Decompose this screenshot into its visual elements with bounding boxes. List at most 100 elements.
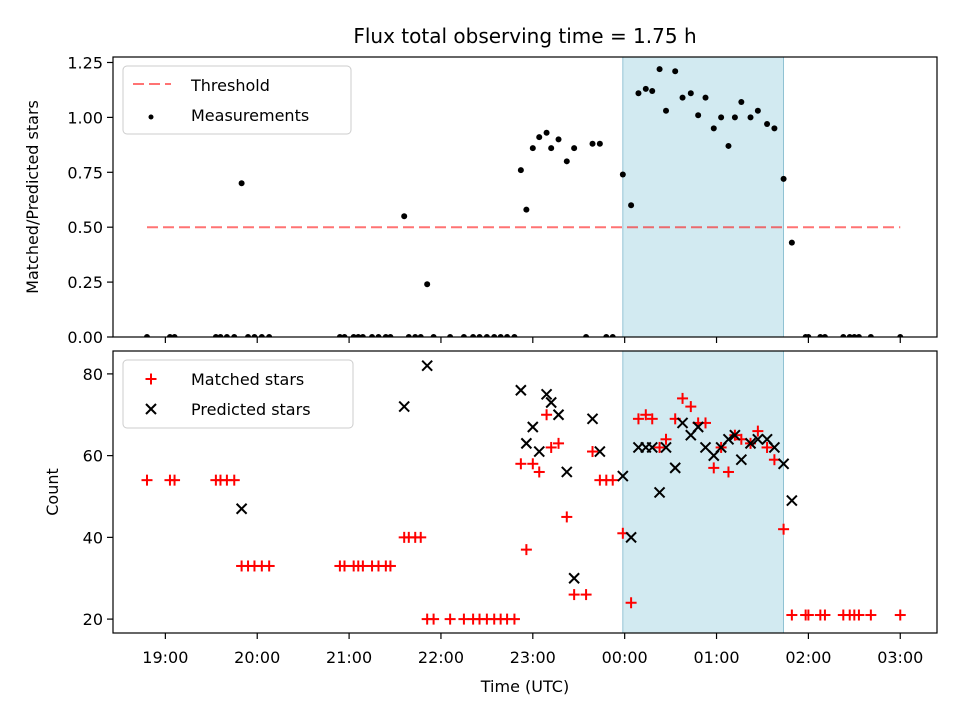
predicted-star-point bbox=[777, 458, 790, 470]
predicted-star-point bbox=[533, 445, 545, 458]
measurement-point bbox=[369, 334, 376, 337]
matched-star-point bbox=[654, 441, 666, 453]
y-axis-label: Matched/Predicted stars bbox=[23, 100, 42, 294]
measurement-point bbox=[543, 129, 550, 136]
measurement-point bbox=[483, 334, 490, 337]
matched-star-point bbox=[853, 609, 865, 621]
measurement-point bbox=[504, 334, 511, 337]
legend-label: Threshold bbox=[190, 76, 270, 95]
matched-star-point bbox=[508, 613, 520, 625]
measurement-point bbox=[771, 125, 778, 132]
matched-star-point bbox=[632, 413, 644, 425]
matched-star-point bbox=[685, 401, 697, 413]
measurement-point bbox=[663, 107, 670, 114]
predicted-star-point bbox=[729, 429, 741, 441]
matched-star-point bbox=[587, 446, 599, 458]
matched-star-point bbox=[894, 609, 906, 621]
measurement-point bbox=[609, 334, 616, 337]
matched-star-point bbox=[768, 454, 780, 466]
measurement-point bbox=[635, 90, 642, 97]
predicted-star-point bbox=[398, 400, 410, 413]
predicted-star-point bbox=[752, 433, 764, 445]
x-tick-label: 03:00 bbox=[877, 648, 923, 667]
matched-star-point bbox=[338, 560, 350, 572]
measurement-point bbox=[251, 334, 258, 337]
measurement-point bbox=[710, 125, 717, 132]
measurement-point bbox=[656, 66, 663, 73]
measurement-point bbox=[619, 171, 626, 178]
measurement-point bbox=[817, 334, 824, 337]
predicted-star-point bbox=[594, 445, 606, 458]
cross-b bbox=[421, 360, 433, 372]
x-tick-label: 01:00 bbox=[693, 648, 739, 667]
measurement-point bbox=[846, 334, 853, 337]
cross-b bbox=[527, 421, 539, 433]
matched-star-point bbox=[865, 609, 877, 621]
legend: Threshold Measurements bbox=[122, 65, 352, 135]
matched-star-point bbox=[660, 433, 672, 445]
measurement-point bbox=[460, 334, 467, 337]
measurement-point bbox=[238, 180, 245, 187]
measurement-point bbox=[529, 145, 536, 152]
measurement-point bbox=[563, 158, 570, 165]
measurement-point bbox=[788, 239, 795, 246]
matched-star-point bbox=[568, 589, 580, 601]
predicted-star-point bbox=[520, 437, 533, 450]
cross-b bbox=[515, 384, 527, 396]
measurement-point bbox=[897, 334, 904, 337]
cross-b bbox=[594, 445, 606, 458]
measurement-point bbox=[143, 334, 150, 337]
matched-star-point bbox=[778, 523, 790, 535]
matched-star-point bbox=[169, 474, 181, 486]
matched-star-point bbox=[561, 511, 573, 523]
matched-star-point bbox=[384, 560, 396, 572]
measurement-point bbox=[764, 120, 771, 127]
y-tick-label: 0.25 bbox=[67, 273, 103, 292]
matched-star-point bbox=[607, 474, 619, 486]
measurement-point bbox=[596, 140, 603, 147]
matched-star-point bbox=[541, 409, 553, 421]
y-tick-label: 60 bbox=[83, 447, 103, 466]
measurement-point bbox=[375, 334, 382, 337]
measurement-point bbox=[840, 334, 847, 337]
measurement-point bbox=[341, 334, 348, 337]
y-tick-label: 0.50 bbox=[67, 218, 103, 237]
predicted-star-point bbox=[540, 388, 553, 401]
measurement-point bbox=[555, 136, 562, 143]
plot-area bbox=[143, 66, 904, 337]
measurement-point bbox=[387, 334, 394, 337]
cross-b bbox=[752, 433, 764, 445]
matched-star-point bbox=[640, 409, 652, 421]
cross-b bbox=[722, 433, 735, 445]
measurement-point bbox=[476, 334, 483, 337]
measurement-point bbox=[405, 334, 412, 337]
measurement-point bbox=[589, 140, 596, 147]
measurement-point bbox=[536, 134, 543, 141]
cross-b bbox=[235, 503, 248, 515]
cross-b bbox=[552, 409, 565, 421]
measurement-point bbox=[679, 94, 686, 101]
measurement-point bbox=[851, 334, 858, 337]
cross-b bbox=[540, 388, 553, 401]
matched-star-point bbox=[141, 474, 153, 486]
observing-span-highlight bbox=[622, 350, 784, 634]
cross-b bbox=[729, 429, 741, 441]
measurement-point bbox=[212, 334, 219, 337]
matched-star-point bbox=[625, 597, 637, 609]
measurement-point bbox=[245, 334, 252, 337]
measurement-point bbox=[523, 206, 530, 213]
axes-frame bbox=[112, 56, 938, 338]
matched-star-point bbox=[786, 609, 798, 621]
cross-b bbox=[653, 486, 666, 499]
predicted-star-point bbox=[568, 572, 580, 584]
measurement-point bbox=[583, 334, 590, 337]
matched-star-point bbox=[415, 531, 427, 543]
cross-b bbox=[676, 417, 689, 429]
top-panel: 0.00 0.25 0.50 0.75 1.00 1.25 Matched/Predicte… bbox=[23, 53, 938, 347]
cross-b bbox=[735, 454, 748, 466]
legend: Matched stars Predicted stars bbox=[122, 359, 354, 429]
predicted-star-point bbox=[735, 454, 748, 466]
measurement-point bbox=[424, 281, 431, 288]
matched-star-point bbox=[515, 458, 527, 470]
cross-b bbox=[768, 441, 781, 454]
